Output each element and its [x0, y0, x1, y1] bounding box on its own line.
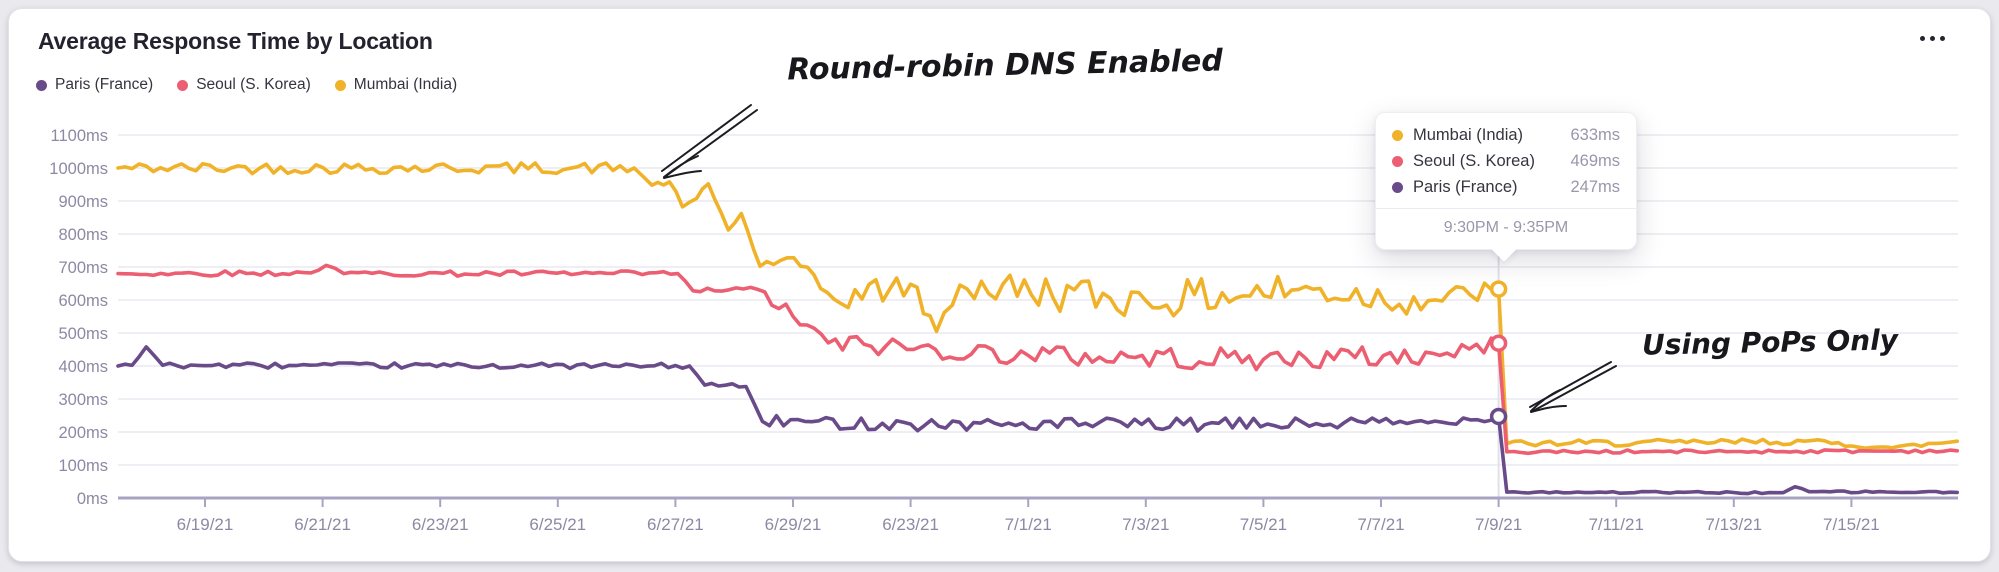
svg-text:7/11/21: 7/11/21	[1588, 515, 1643, 534]
svg-text:700ms: 700ms	[58, 259, 108, 277]
tooltip-time-range: 9:30PM - 9:35PM	[1443, 219, 1569, 236]
ellipsis-icon	[1939, 35, 1945, 41]
legend-label: Paris (France)	[55, 76, 154, 93]
svg-text:6/29/21: 6/29/21	[765, 515, 822, 534]
legend-label: Mumbai (India)	[353, 76, 458, 93]
svg-text:200ms: 200ms	[58, 424, 108, 442]
svg-text:0ms: 0ms	[77, 490, 108, 508]
annotation-arrow-round-robin	[661, 104, 758, 179]
svg-text:6/21/21: 6/21/21	[294, 515, 351, 534]
hover-marker-paris	[1489, 407, 1508, 426]
svg-text:6/19/21: 6/19/21	[177, 515, 234, 534]
ellipsis-icon	[1919, 35, 1925, 41]
svg-text:7/5/21: 7/5/21	[1240, 515, 1287, 534]
tooltip-series-value: 633ms	[1570, 126, 1620, 144]
svg-text:6/23/21: 6/23/21	[882, 515, 939, 534]
gridlines	[118, 134, 1958, 466]
chart-tooltip: Mumbai (India) 633ms Seoul (S. Korea) 469ms…	[1375, 112, 1637, 262]
tooltip-rows: Mumbai (India) 633ms Seoul (S. Korea) 469ms…	[1376, 113, 1636, 206]
svg-text:6/23/21: 6/23/21	[412, 515, 469, 534]
chart-card	[8, 8, 1991, 562]
more-options-button[interactable]	[1902, 24, 1962, 52]
legend-dot-icon	[334, 79, 346, 91]
x-axis-ticks	[204, 498, 1853, 507]
ellipsis-icon	[1929, 35, 1935, 41]
svg-text:400ms: 400ms	[58, 358, 108, 376]
tooltip-row: Seoul (S. Korea) 469ms	[1392, 152, 1620, 171]
svg-text:300ms: 300ms	[58, 391, 108, 409]
legend-item-paris[interactable]: Paris (France)	[36, 76, 153, 94]
svg-text:600ms: 600ms	[58, 292, 108, 310]
svg-text:7/9/21: 7/9/21	[1475, 515, 1522, 534]
legend-dot-icon	[36, 79, 47, 91]
legend: Paris (France) Seoul (S. Korea) Mumbai (In…	[36, 76, 457, 94]
legend-label: Seoul (S. Korea)	[196, 76, 311, 93]
svg-text:6/27/21: 6/27/21	[647, 515, 704, 534]
tooltip-series-label: Mumbai (India)	[1413, 126, 1524, 144]
tooltip-series-dot-icon	[1392, 182, 1403, 193]
series-line-paris	[116, 345, 1959, 496]
svg-text:800ms: 800ms	[58, 226, 108, 244]
svg-text:7/13/21: 7/13/21	[1705, 515, 1762, 534]
svg-text:100ms: 100ms	[58, 457, 108, 475]
tooltip-series-value: 247ms	[1570, 178, 1620, 196]
page-title: Average Response Time by Location	[38, 28, 433, 54]
svg-text:7/15/21: 7/15/21	[1823, 515, 1880, 534]
annotation-arrow-pops-only	[1529, 361, 1617, 413]
svg-text:500ms: 500ms	[58, 325, 108, 343]
svg-text:900ms: 900ms	[58, 193, 108, 211]
svg-text:7/3/21: 7/3/21	[1122, 515, 1169, 534]
tooltip-row: Mumbai (India) 633ms	[1392, 126, 1620, 145]
legend-item-seoul[interactable]: Seoul (S. Korea)	[177, 76, 311, 94]
tooltip-series-dot-icon	[1392, 130, 1403, 141]
series-line-mumbai	[116, 161, 1959, 451]
legend-item-mumbai[interactable]: Mumbai (India)	[334, 76, 458, 94]
annotation-arrows	[661, 104, 1617, 413]
series-line-seoul	[116, 263, 1959, 456]
svg-text:1000ms: 1000ms	[49, 160, 108, 178]
hover-marker-seoul	[1489, 334, 1508, 352]
tooltip-series-label: Seoul (S. Korea)	[1413, 152, 1535, 170]
y-axis-labels: 0ms 100ms 200ms 300ms 400ms 500ms 600ms 700ms 80…	[49, 127, 108, 508]
x-axis-labels: 6/19/21 6/21/21 6/23/21 6/25/21 6/27/21 6/29/…	[177, 515, 1880, 534]
tooltip-divider	[1376, 208, 1636, 209]
hover-marker-mumbai	[1489, 280, 1508, 298]
svg-text:7/1/21: 7/1/21	[1005, 515, 1052, 534]
svg-text:7/7/21: 7/7/21	[1357, 515, 1404, 534]
tooltip-series-dot-icon	[1392, 156, 1403, 167]
tooltip-series-label: Paris (France)	[1413, 178, 1518, 196]
svg-text:6/25/21: 6/25/21	[529, 515, 586, 534]
tooltip-series-value: 469ms	[1570, 152, 1620, 170]
legend-dot-icon	[177, 79, 189, 91]
svg-text:1100ms: 1100ms	[51, 127, 108, 145]
tooltip-row: Paris (France) 247ms	[1392, 178, 1620, 197]
